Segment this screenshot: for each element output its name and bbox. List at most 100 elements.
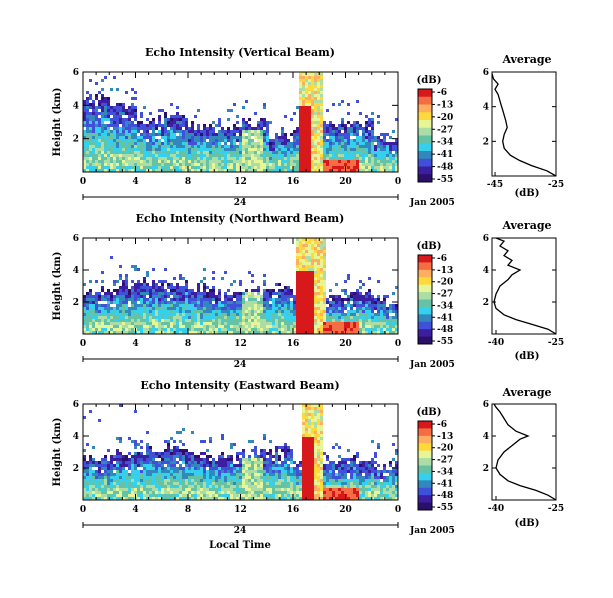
heatmap-cell	[314, 73, 317, 76]
heatmap-cell	[383, 325, 386, 328]
heatmap-cell	[305, 244, 308, 247]
heatmap-cell	[233, 491, 236, 494]
heatmap-cell	[302, 241, 305, 244]
heatmap-cell	[269, 160, 272, 163]
heatmap-cell	[86, 328, 89, 331]
heatmap-cell	[131, 298, 134, 301]
heatmap-cell	[227, 298, 230, 301]
heatmap-cell	[164, 142, 167, 145]
heatmap-cell	[140, 485, 143, 488]
heatmap-cell	[281, 322, 284, 325]
heatmap-cell	[89, 476, 92, 479]
heatmap-cell	[134, 160, 137, 163]
heatmap-cell	[302, 289, 305, 292]
heatmap-cell	[233, 292, 236, 295]
heatmap-cell	[164, 482, 167, 485]
heatmap-cell	[350, 304, 353, 307]
heatmap-cell	[239, 488, 242, 491]
heatmap-cell	[353, 160, 356, 163]
heatmap-cell	[314, 118, 317, 121]
heatmap-cell	[239, 142, 242, 145]
heatmap-cell	[149, 148, 152, 151]
heatmap-cell	[257, 130, 260, 133]
heatmap-cell	[161, 160, 164, 163]
heatmap-cell	[293, 301, 296, 304]
heatmap-cell	[134, 97, 137, 100]
heatmap-cell	[182, 304, 185, 307]
heatmap-cell	[137, 458, 140, 461]
heatmap-cell	[185, 497, 188, 500]
heatmap-cell	[164, 491, 167, 494]
heatmap-cell	[281, 136, 284, 139]
heatmap-cell	[323, 325, 326, 328]
heatmap-cell	[260, 301, 263, 304]
heatmap-cell	[149, 304, 152, 307]
heatmap-cell	[221, 476, 224, 479]
heatmap-cell	[92, 488, 95, 491]
heatmap-cell	[218, 467, 221, 470]
heatmap-cell	[296, 238, 299, 241]
heatmap-cell	[356, 130, 359, 133]
heatmap-cell	[257, 301, 260, 304]
heatmap-cell	[119, 130, 122, 133]
heatmap-cell	[110, 256, 113, 259]
heatmap-cell	[359, 163, 362, 166]
heatmap-cell	[227, 470, 230, 473]
heatmap-cell	[308, 136, 311, 139]
heatmap-cell	[185, 163, 188, 166]
heatmap-cell	[278, 494, 281, 497]
heatmap-cell	[224, 157, 227, 160]
heatmap-cell	[143, 127, 146, 130]
heatmap-cell	[113, 121, 116, 124]
heatmap-cell	[176, 130, 179, 133]
heatmap-cell	[311, 118, 314, 121]
heatmap-cell	[116, 482, 119, 485]
heatmap-cell	[116, 437, 119, 440]
heatmap-cell	[119, 404, 122, 407]
heatmap-cell	[257, 304, 260, 307]
heatmap-cell	[299, 154, 302, 157]
heatmap-cell	[128, 115, 131, 118]
heatmap-cell	[287, 316, 290, 319]
heatmap-cell	[323, 319, 326, 322]
heatmap-cell	[290, 154, 293, 157]
heatmap-cell	[119, 494, 122, 497]
heatmap-cell	[89, 295, 92, 298]
heatmap-cell	[269, 331, 272, 334]
heatmap-cell	[380, 328, 383, 331]
heatmap-cell	[254, 148, 257, 151]
heatmap-cell	[338, 298, 341, 301]
heatmap-cell	[308, 271, 311, 274]
heatmap-cell	[260, 142, 263, 145]
heatmap-cell	[197, 145, 200, 148]
heatmap-cell	[164, 268, 167, 271]
heatmap-cell	[188, 452, 191, 455]
heatmap-cell	[311, 292, 314, 295]
heatmap-cell	[86, 91, 89, 94]
heatmap-cell	[245, 307, 248, 310]
heatmap-cell	[176, 304, 179, 307]
heatmap-cell	[203, 145, 206, 148]
heatmap-cell	[332, 169, 335, 172]
heatmap-cell	[134, 298, 137, 301]
heatmap-cell	[146, 286, 149, 289]
heatmap-cell	[353, 316, 356, 319]
heatmap-cell	[152, 289, 155, 292]
heatmap-cell	[254, 298, 257, 301]
heatmap-cell	[197, 470, 200, 473]
heatmap-cell	[104, 467, 107, 470]
heatmap-cell	[122, 151, 125, 154]
heatmap-cell	[242, 328, 245, 331]
heatmap-cell	[251, 325, 254, 328]
heatmap-cell	[323, 130, 326, 133]
heatmap-cell	[206, 310, 209, 313]
heatmap-cell	[95, 488, 98, 491]
heatmap-cell	[326, 301, 329, 304]
heatmap-cell	[215, 328, 218, 331]
heatmap-cell	[278, 298, 281, 301]
heatmap-cell	[311, 133, 314, 136]
heatmap-cell	[329, 310, 332, 313]
heatmap-cell	[86, 322, 89, 325]
heatmap-cell	[203, 473, 206, 476]
heatmap-cell	[197, 157, 200, 160]
